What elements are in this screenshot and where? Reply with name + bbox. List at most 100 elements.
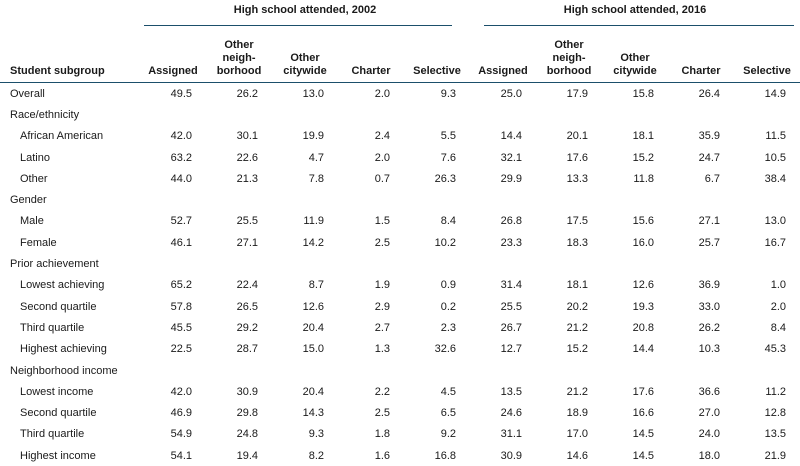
- table-cell: 21.2: [536, 317, 602, 338]
- table-cell: 36.9: [668, 275, 734, 296]
- table-cell: [668, 253, 734, 274]
- table-cell: 54.1: [140, 445, 206, 466]
- table-cell: [470, 104, 536, 125]
- header-text: Other citywide: [613, 52, 656, 78]
- table-cell: 8.2: [272, 445, 338, 466]
- table-cell: 31.1: [470, 424, 536, 445]
- table-cell: 25.5: [206, 211, 272, 232]
- table-cell: 14.4: [470, 126, 536, 147]
- table-cell: 23.3: [470, 232, 536, 253]
- table-cell: 42.0: [140, 381, 206, 402]
- table-cell: [140, 104, 206, 125]
- table-cell: 14.6: [536, 445, 602, 466]
- table-cell: [338, 104, 404, 125]
- table-cell: 8.7: [272, 275, 338, 296]
- table-cell: 6.7: [668, 168, 734, 189]
- table-cell: 2.5: [338, 232, 404, 253]
- table-cell: 26.2: [206, 83, 272, 105]
- table-cell: 26.3: [404, 168, 470, 189]
- table-cell: 27.1: [206, 232, 272, 253]
- table-cell: 14.2: [272, 232, 338, 253]
- table-cell: 5.5: [404, 126, 470, 147]
- group-header-2002: High school attended, 2002: [140, 0, 470, 26]
- table-cell: 10.5: [734, 147, 800, 168]
- table-cell: 2.0: [734, 296, 800, 317]
- table-cell: 19.9: [272, 126, 338, 147]
- table-cell: 24.6: [470, 402, 536, 423]
- table-cell: 14.3: [272, 402, 338, 423]
- table-cell: 26.2: [668, 317, 734, 338]
- column-header-2002-selective: Selective: [404, 26, 470, 83]
- table-cell: 18.0: [668, 445, 734, 466]
- table-cell: 2.0: [338, 147, 404, 168]
- table-cell: [272, 104, 338, 125]
- table-cell: 20.4: [272, 317, 338, 338]
- section-label: Neighborhood income: [0, 360, 140, 381]
- table-cell: 42.0: [140, 126, 206, 147]
- table-cell: 32.1: [470, 147, 536, 168]
- table-cell: 15.2: [536, 339, 602, 360]
- table-cell: [734, 104, 800, 125]
- table-cell: [734, 189, 800, 210]
- table-cell: [602, 253, 668, 274]
- table-cell: 2.0: [338, 83, 404, 105]
- table-header: High school attended, 2002 High school a…: [0, 0, 800, 83]
- header-text: Charter: [681, 65, 720, 78]
- group-header-row: High school attended, 2002 High school a…: [0, 0, 800, 26]
- column-header-row: Student subgroup Assigned Other neigh- b…: [0, 26, 800, 83]
- table-cell: 24.0: [668, 424, 734, 445]
- table-cell: 19.4: [206, 445, 272, 466]
- table-cell: 30.1: [206, 126, 272, 147]
- table-cell: [734, 360, 800, 381]
- table-cell: 1.3: [338, 339, 404, 360]
- row-label: Second quartile: [0, 296, 140, 317]
- table-cell: 9.3: [404, 83, 470, 105]
- table-cell: [206, 104, 272, 125]
- table-cell: [140, 189, 206, 210]
- header-text: Other citywide: [283, 52, 326, 78]
- section-label: Gender: [0, 189, 140, 210]
- row-label: Lowest achieving: [0, 275, 140, 296]
- table-cell: 12.6: [602, 275, 668, 296]
- header-text: Charter: [351, 65, 390, 78]
- table-cell: 17.6: [602, 381, 668, 402]
- table-cell: 14.5: [602, 424, 668, 445]
- table-cell: 11.9: [272, 211, 338, 232]
- section-header-row: Gender: [0, 189, 800, 210]
- header-text: Assigned: [148, 65, 198, 78]
- table-cell: 13.5: [734, 424, 800, 445]
- table-cell: 1.0: [734, 275, 800, 296]
- table-cell: 22.4: [206, 275, 272, 296]
- row-label: Female: [0, 232, 140, 253]
- table-cell: 12.8: [734, 402, 800, 423]
- table-cell: 8.4: [734, 317, 800, 338]
- table-cell: 2.3: [404, 317, 470, 338]
- table-cell: [668, 104, 734, 125]
- header-text: Selective: [743, 65, 791, 78]
- table-cell: 16.7: [734, 232, 800, 253]
- table-cell: 26.4: [668, 83, 734, 105]
- table-cell: 24.7: [668, 147, 734, 168]
- table-cell: [404, 189, 470, 210]
- table-cell: 10.3: [668, 339, 734, 360]
- table-cell: 14.5: [602, 445, 668, 466]
- table-cell: [338, 360, 404, 381]
- table-cell: 18.1: [536, 275, 602, 296]
- table-cell: 15.2: [602, 147, 668, 168]
- table-cell: 27.1: [668, 211, 734, 232]
- table-cell: 33.0: [668, 296, 734, 317]
- table-cell: 29.8: [206, 402, 272, 423]
- group-header-empty: [0, 0, 140, 26]
- table-cell: [668, 360, 734, 381]
- row-label: Other: [0, 168, 140, 189]
- table-cell: 1.5: [338, 211, 404, 232]
- table-cell: 49.5: [140, 83, 206, 105]
- table-cell: 22.5: [140, 339, 206, 360]
